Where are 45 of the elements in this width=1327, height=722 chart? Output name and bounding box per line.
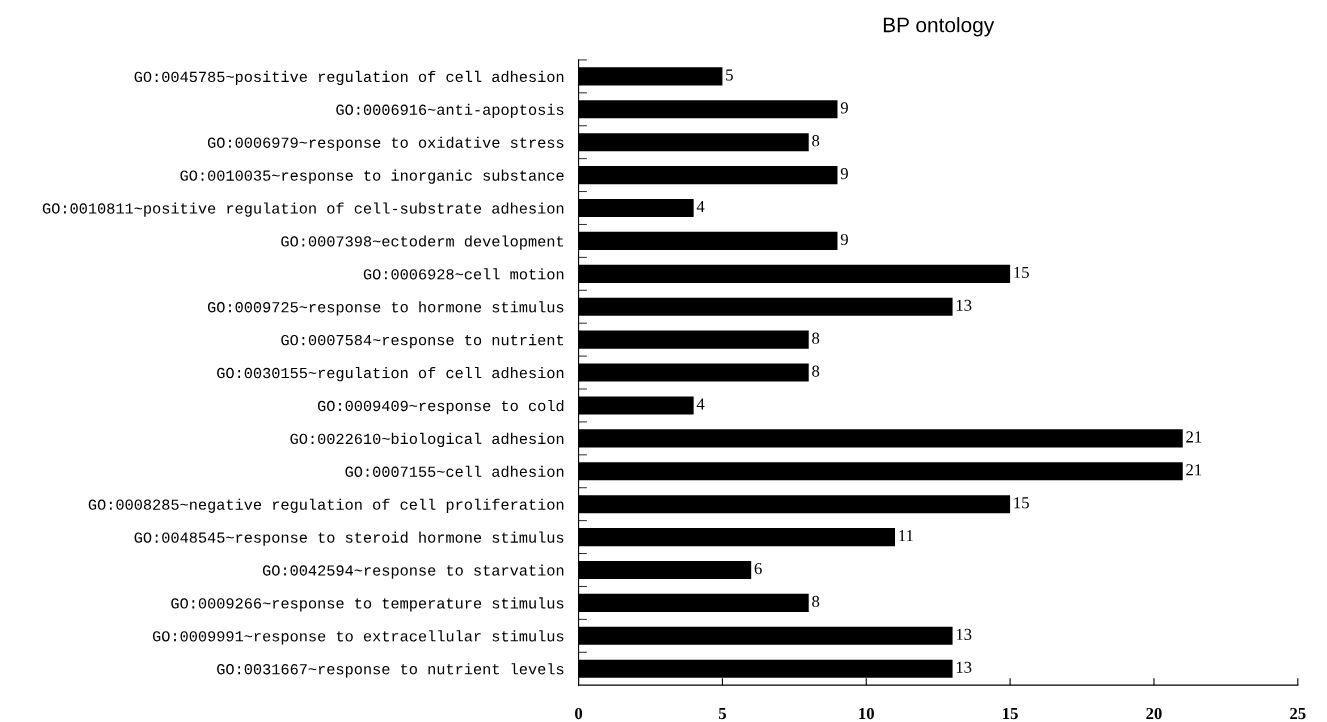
y-tick-label: GO:0010035~response to inorganic substance [180, 169, 564, 184]
data-label: 21 [1186, 431, 1202, 443]
data-label: 4 [696, 398, 705, 410]
data-label: 9 [840, 102, 848, 114]
x-tick-label: 10 [859, 707, 874, 720]
y-tick-label: GO:0006916~anti-apoptosis [336, 103, 564, 118]
x-tick-label: 0 [575, 707, 583, 720]
y-tick-label: GO:0009266~response to temperature stimulus [171, 597, 564, 612]
data-label: 13 [956, 661, 972, 673]
y-tick-label: GO:0009991~response to extracellular stimulus [152, 630, 564, 645]
y-tick-label: GO:0007398~ectoderm development [281, 235, 564, 250]
data-label: 8 [812, 135, 820, 147]
y-tick-label: GO:0009725~response to hormone stimulus [207, 301, 564, 316]
data-label: 5 [726, 69, 733, 81]
data-label: 21 [1186, 464, 1202, 476]
x-tick-label: 20 [1146, 707, 1162, 720]
data-label: 8 [812, 595, 820, 608]
data-label: 11 [899, 530, 913, 542]
y-tick-label: GO:0006928~cell motion [363, 268, 564, 280]
data-label: 13 [956, 299, 972, 311]
data-label: 13 [956, 628, 972, 640]
data-label: 9 [840, 168, 848, 180]
y-tick-label: GO:0042594~response to starvation [262, 564, 564, 579]
data-label: 15 [1014, 266, 1029, 278]
x-tick-label: 5 [718, 708, 726, 720]
x-tick-label: 25 [1290, 707, 1306, 720]
data-label: 9 [840, 233, 848, 246]
y-tick-label: GO:0045785~positive regulation of cell adhesion [134, 70, 564, 86]
y-tick-label: GO:0006979~response to oxidative stress [207, 136, 564, 151]
y-tick-label: GO:0009409~response to cold [317, 399, 564, 415]
data-label: 8 [812, 365, 820, 377]
data-label: 4 [696, 201, 705, 213]
y-tick-label: GO:0022610~biological adhesion [290, 432, 564, 448]
chart-title: BP ontology [883, 17, 995, 37]
y-tick-label: GO:0010811~positive regulation of cell-substrate adhesion [42, 202, 564, 217]
y-tick-label: GO:0048545~response to steroid hormone stimulus [134, 531, 564, 546]
y-tick-label: GO:0008285~negative regulation of cell proliferation [88, 498, 564, 513]
data-label: 15 [1014, 497, 1029, 509]
y-tick-label: GO:0030155~regulation of cell adhesion [217, 367, 564, 382]
data-label: 8 [812, 332, 820, 344]
y-tick-label: GO:0007584~response to nutrient [281, 334, 564, 349]
y-tick-label: GO:0031667~response to nutrient levels [217, 663, 564, 678]
data-label: 6 [754, 562, 762, 575]
y-tick-label: GO:0007155~cell adhesion [345, 465, 564, 478]
x-tick-label: 15 [1003, 707, 1018, 720]
